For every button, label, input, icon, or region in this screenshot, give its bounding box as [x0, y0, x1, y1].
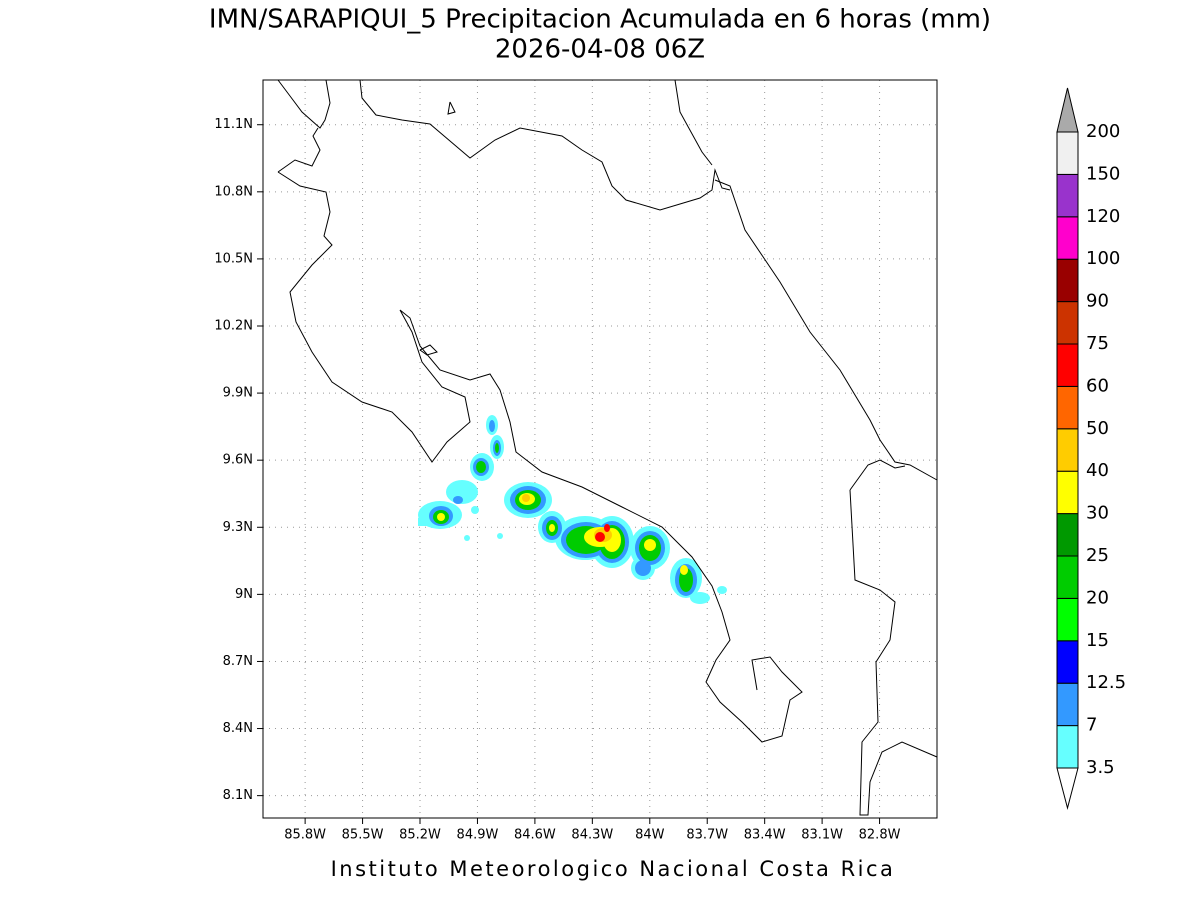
colorbar-segment [1056, 555, 1079, 599]
colorbar-label: 7 [1086, 715, 1097, 736]
colorbar-label: 75 [1086, 333, 1109, 354]
colorbar-segment [1056, 301, 1079, 345]
y-tick-label: 9.3N [223, 520, 253, 535]
x-tick-label: 83.1W [801, 828, 843, 843]
colorbar-segment [1056, 173, 1079, 218]
x-tick-label: 82.8W [859, 828, 901, 843]
colorbar-label: 25 [1086, 545, 1109, 566]
x-tick-label: 84.6W [514, 828, 556, 843]
y-tick-label: 8.1N [223, 788, 253, 803]
colorbar-segment [1056, 258, 1079, 303]
colorbar-segment [1056, 682, 1079, 727]
y-tick-label: 9.6N [223, 453, 253, 468]
colorbar-label: 30 [1086, 503, 1109, 524]
coastlines [277, 79, 938, 816]
colorbar-over [1056, 87, 1079, 133]
x-tick-label: 85.2W [399, 828, 441, 843]
y-tick-label: 8.7N [223, 654, 253, 669]
axes: 85.8W 85.5W 85.2W 84.9W 84.6W 84.3W 84W 83.7W 83… [214, 117, 900, 842]
subtitle: 2026-04-08 06Z [495, 35, 705, 65]
y-tick-label: 10.2N [214, 319, 253, 334]
colorbar-segment [1056, 131, 1079, 175]
colorbar-segment [1056, 597, 1079, 642]
map-frame [262, 79, 938, 819]
grid [263, 80, 937, 818]
colorbar-label: 100 [1086, 248, 1120, 269]
colorbar-label: 20 [1086, 587, 1109, 608]
colorbar-label: 120 [1086, 206, 1120, 227]
y-tick-label: 9.9N [223, 386, 253, 401]
x-tick-label: 84W [635, 828, 665, 843]
colorbar-label: 90 [1086, 291, 1109, 312]
colorbar-segment [1056, 385, 1079, 430]
y-tick-label: 11.1N [214, 117, 253, 132]
colorbar-label: 3.5 [1086, 757, 1115, 778]
y-tick-label: 8.4N [223, 721, 253, 736]
colorbar-segment [1056, 470, 1079, 515]
y-tick-label: 10.8N [214, 184, 253, 199]
colorbar-label: 50 [1086, 418, 1109, 439]
footer: Instituto Meteorologico Nacional Costa R… [331, 857, 896, 881]
x-tick-label: 85.8W [284, 828, 326, 843]
y-tick-label: 10.5N [214, 251, 253, 266]
colorbar-label: 150 [1086, 163, 1120, 184]
x-tick-label: 85.5W [342, 828, 384, 843]
x-tick-label: 84.9W [457, 828, 499, 843]
colorbar-segment [1056, 640, 1079, 684]
colorbar-label: 40 [1086, 460, 1109, 481]
colorbar-segment [1056, 216, 1079, 260]
y-tick-label: 9N [235, 587, 253, 602]
colorbar-label: 200 [1086, 121, 1120, 142]
title: IMN/SARAPIQUI_5 Precipitacion Acumulada … [209, 5, 991, 35]
precipitation-field [418, 415, 727, 604]
colorbar-segment [1056, 428, 1079, 472]
colorbar-under [1056, 767, 1079, 810]
colorbar-label: 60 [1086, 375, 1109, 396]
colorbar-label: 12.5 [1086, 672, 1126, 693]
colorbar: 3.5 7 12.5 15 20 25 30 40 50 60 75 90 100 120 150 200 [1056, 87, 1126, 810]
colorbar-segment [1056, 343, 1079, 387]
colorbar-segment [1056, 513, 1079, 557]
x-tick-label: 83.4W [744, 828, 786, 843]
x-tick-label: 83.7W [686, 828, 728, 843]
colorbar-segment [1056, 725, 1079, 769]
colorbar-label: 15 [1086, 630, 1109, 651]
x-tick-label: 84.3W [571, 828, 613, 843]
